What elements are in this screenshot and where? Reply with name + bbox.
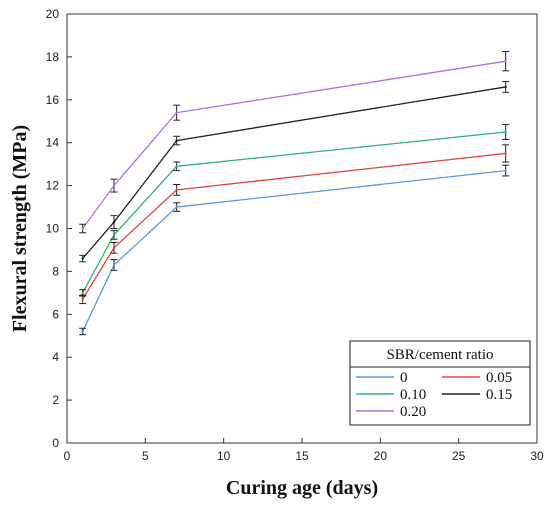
x-tick-label: 15: [295, 449, 309, 463]
legend-label: 0.15: [486, 387, 512, 403]
x-tick-label: 25: [452, 449, 466, 463]
plot-area: 0 5 10 15 20 25 30 0 2 4 6 8 10 12 14 16 18 20: [46, 7, 544, 463]
series-line: [82, 169, 506, 332]
y-axis-title: Flexural strength (MPa): [9, 125, 31, 332]
x-tick-label: 20: [374, 449, 388, 463]
data-point: [81, 298, 84, 301]
data-point: [175, 205, 178, 209]
data-point: [112, 220, 116, 224]
series-0.20: [79, 51, 510, 234]
data-point: [81, 227, 84, 230]
series-layer: [79, 51, 510, 336]
y-tick-label: 12: [46, 179, 60, 193]
legend-label: 0.05: [486, 370, 512, 386]
legend-label: 0: [400, 370, 408, 386]
y-tick-label: 8: [52, 264, 59, 278]
data-point: [504, 59, 507, 63]
x-tick-label: 0: [64, 449, 71, 463]
data-point: [81, 291, 84, 295]
data-point: [112, 233, 116, 237]
x-tick-label: 5: [142, 449, 149, 463]
y-tick-label: 18: [46, 50, 60, 64]
legend-label: 0.10: [400, 387, 426, 403]
data-point: [112, 263, 116, 267]
series-line: [82, 86, 506, 259]
legend-label: 0.20: [400, 404, 426, 420]
legend-title: SBR/cement ratio: [386, 347, 493, 363]
legend: SBR/cement ratio 0 0.05 0.10 0.15 0.20: [349, 340, 531, 426]
y-axis: 0 2 4 6 8 10 12 14 16 18 20: [46, 7, 72, 450]
y-tick-label: 0: [52, 436, 59, 450]
legend-entry: 0.05: [442, 370, 512, 386]
y-tick-label: 4: [52, 350, 59, 364]
data-point: [504, 85, 507, 89]
series-0.10: [79, 123, 510, 297]
x-tick-label: 10: [217, 449, 231, 463]
data-point: [175, 111, 178, 114]
y-tick-label: 20: [46, 7, 60, 21]
data-point: [175, 139, 178, 142]
data-point: [175, 188, 178, 192]
legend-entries: 0 0.05 0.10 0.15 0.20: [356, 370, 512, 420]
legend-entry: 0: [356, 370, 408, 386]
y-tick-label: 16: [46, 93, 60, 107]
series-line: [82, 60, 506, 229]
data-point: [112, 246, 116, 250]
data-point: [504, 169, 507, 172]
x-axis-title: Curing age (days): [226, 477, 378, 499]
legend-entry: 0.10: [356, 387, 426, 403]
data-point: [175, 165, 178, 168]
series-line: [82, 152, 506, 300]
data-point: [112, 184, 116, 187]
series-0: [79, 164, 510, 336]
y-tick-label: 10: [46, 222, 60, 236]
y-tick-label: 2: [52, 393, 59, 407]
series-0.15: [79, 81, 510, 263]
data-point: [81, 330, 84, 333]
series-line: [82, 131, 506, 294]
series-0.05: [79, 144, 510, 305]
data-point: [81, 257, 84, 260]
x-axis: 0 5 10 15 20 25 30: [64, 438, 544, 463]
data-point: [504, 130, 507, 134]
y-tick-label: 14: [46, 136, 60, 150]
legend-entry: 0.20: [356, 404, 426, 420]
data-point: [504, 152, 507, 155]
x-tick-label: 30: [530, 449, 544, 463]
y-tick-label: 6: [52, 307, 59, 321]
legend-entry: 0.15: [442, 387, 512, 403]
